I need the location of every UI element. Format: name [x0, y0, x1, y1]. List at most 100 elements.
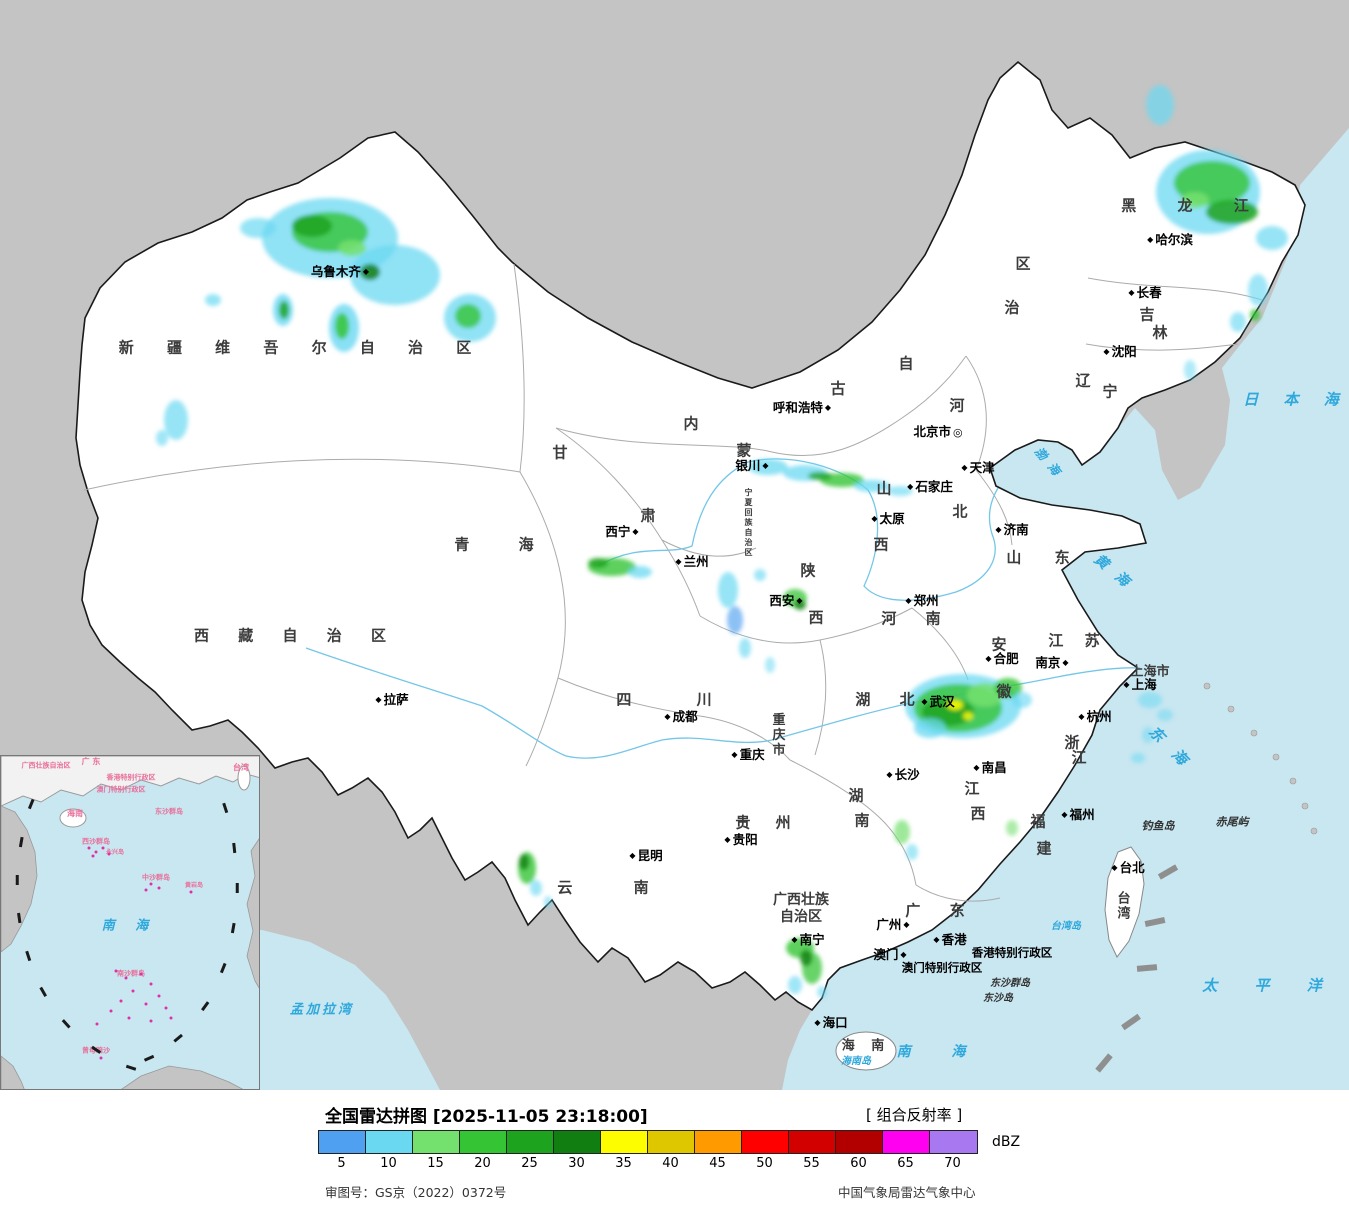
province-label: 西 藏 自 治 区: [194, 626, 398, 645]
dbz-swatch-55: [789, 1131, 836, 1153]
dbz-swatch-70: [930, 1131, 977, 1153]
city-label: ◆ 上海: [1123, 678, 1156, 692]
inset-borneo: [121, 1065, 244, 1089]
province-label: 徽: [996, 682, 1012, 701]
sea-label: 海南岛: [841, 1056, 871, 1067]
city-label: ◆ 郑州: [905, 594, 938, 608]
city-label: ◆ 海口: [814, 1016, 847, 1030]
province-label: 重庆市: [769, 712, 785, 758]
island-dot: [149, 982, 153, 986]
city-name: 拉萨: [383, 691, 409, 707]
dbz-swatch-40: [648, 1131, 695, 1153]
city-label: 乌鲁木齐 ◆: [310, 263, 369, 279]
inset-label: 黄岩岛: [184, 882, 204, 889]
city-marker-icon: ◆: [907, 482, 914, 491]
city-name: 石家庄: [915, 478, 953, 494]
city-label: ◆ 贵阳: [724, 833, 757, 847]
inset-label: 广西壮族自治区: [21, 761, 71, 770]
city-name: 合肥: [993, 650, 1019, 666]
city-marker-icon: ◆: [973, 763, 980, 772]
city-label: 南京 ◆: [1035, 656, 1068, 670]
island-dot: [124, 976, 128, 980]
city-label: ◆ 台北: [1111, 859, 1145, 875]
inset-label: 澳门特别行政区: [96, 785, 146, 794]
city-label: ◆ 合肥: [985, 650, 1019, 666]
city-name: 西宁: [605, 523, 631, 539]
dbz-swatch-30: [554, 1131, 601, 1153]
city-marker-icon: ◆: [814, 1018, 821, 1027]
city-label: ◆ 长沙: [886, 768, 919, 782]
sea-label: 日 本 海: [1243, 390, 1349, 409]
dbz-tick: 25: [521, 1156, 538, 1171]
inset-svg: [1, 756, 259, 1089]
city-marker-icon: ◆: [886, 770, 893, 779]
city-marker-icon: ◆: [632, 527, 639, 536]
city-label: 北京市 ◎: [913, 425, 963, 439]
city-marker-icon: ◆: [995, 525, 1002, 534]
island-dot: [95, 1022, 99, 1026]
province-label: 青 海: [454, 535, 556, 554]
city-name: 成都: [672, 708, 698, 724]
island-dot: [127, 1016, 131, 1020]
city-label: ◆ 济南: [995, 521, 1029, 537]
province-label: 安: [991, 635, 1007, 654]
city-label: 银川 ◆: [735, 457, 768, 473]
inset-taiwan: [237, 765, 251, 791]
province-label: 湖 北: [855, 690, 927, 709]
city-label: ◆ 南宁: [791, 933, 824, 947]
city-label: ◆ 兰州: [675, 555, 708, 569]
city-name: 银川: [735, 457, 761, 473]
island-dot: [164, 1006, 168, 1010]
city-marker-icon: ◆: [375, 695, 382, 704]
city-label: 西宁 ◆: [605, 523, 639, 539]
city-name: 澳门: [873, 946, 899, 962]
island-dot: [144, 1002, 148, 1006]
province-label: 广 东: [905, 901, 977, 920]
province-label: 新 疆 维 吾 尔 自 治 区: [118, 338, 486, 357]
city-marker-icon: ◆: [871, 514, 878, 523]
dbz-swatch-60: [836, 1131, 883, 1153]
yellow-river: [597, 458, 999, 601]
city-name: 台北: [1119, 859, 1145, 875]
city-name: 哈尔滨: [1155, 231, 1193, 247]
city-marker-icon: ◆: [903, 920, 910, 929]
inset-malay: [1, 1055, 25, 1089]
region-annotation: 澳门特别行政区: [901, 960, 983, 975]
dbz-tick: 45: [709, 1156, 726, 1171]
inset-label: 香港特别行政区: [106, 773, 156, 782]
dbz-tick-row: 5 10 15 20 25 30 35 40 45 50 55 60 65 70: [318, 1156, 976, 1171]
province-label: 陕: [800, 561, 816, 580]
city-label: 西安 ◆: [769, 594, 802, 608]
city-name: 济南: [1003, 521, 1029, 537]
city-name: 南昌: [981, 759, 1007, 775]
dbz-tick: 50: [756, 1156, 773, 1171]
province-label: 西: [808, 608, 824, 627]
city-name: 乌鲁木齐: [310, 263, 361, 279]
hainan-island: [835, 1031, 897, 1071]
province-label: 自治区: [780, 909, 822, 925]
ryukyu-islands: [1144, 682, 1318, 835]
dbz-swatch-65: [883, 1131, 930, 1153]
city-marker-icon: ◆: [921, 697, 928, 706]
city-label: ◆ 福州: [1061, 808, 1094, 822]
province-label: 广西壮族: [773, 892, 829, 908]
city-name: 太原: [879, 510, 905, 526]
sea-label: 东沙岛: [983, 993, 1013, 1004]
city-label: ◆ 昆明: [629, 849, 662, 863]
city-label: ◆ 南昌: [973, 759, 1007, 775]
city-name: 武汉: [929, 693, 955, 709]
city-marker-icon: ◆: [933, 935, 940, 944]
province-label: 湖: [848, 786, 864, 805]
province-label: 河 南: [881, 609, 953, 628]
province-label: 上海市: [1130, 664, 1170, 680]
agency-name: 中国气象局雷达气象中心: [838, 1185, 976, 1200]
product-label: [ 组合反射率 ]: [866, 1106, 963, 1124]
dbz-unit-label: dBZ: [992, 1134, 1021, 1150]
capital-marker-icon: ◎: [952, 425, 963, 439]
dbz-swatch-5: [319, 1131, 366, 1153]
island-dot: [189, 890, 193, 894]
province-label: 黑 龙 江: [1121, 196, 1267, 215]
city-marker-icon: ◆: [905, 596, 912, 605]
inset-label: 东沙群岛: [155, 807, 183, 816]
dbz-swatch-10: [366, 1131, 413, 1153]
